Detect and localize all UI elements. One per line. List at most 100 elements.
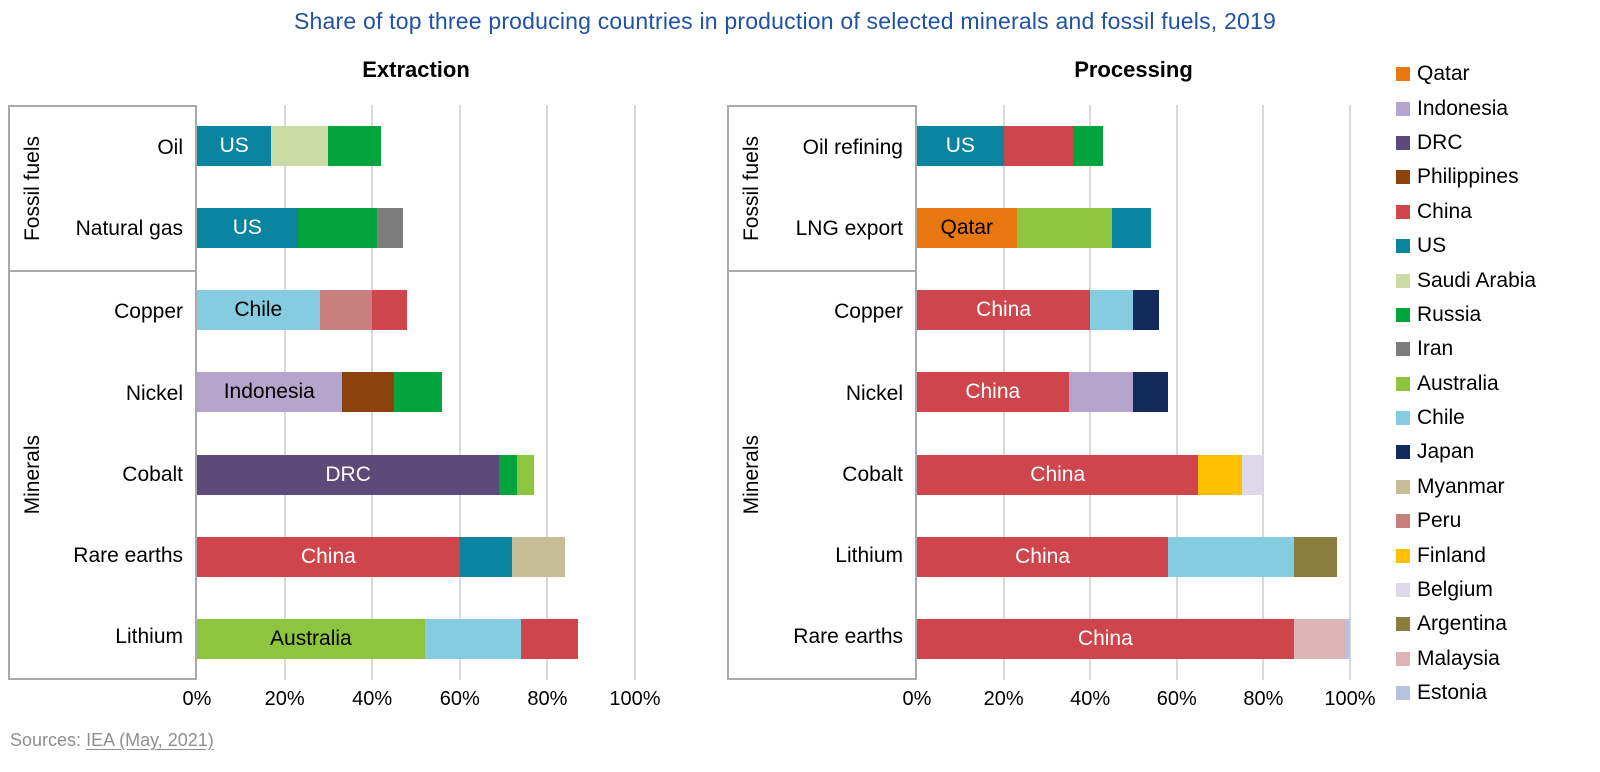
- processing-bars-area: US Qatar China China China China China: [917, 105, 1351, 680]
- axis-tick-label: 100%: [609, 688, 661, 710]
- bar-row: US: [197, 105, 635, 187]
- stacked-bar: China: [917, 290, 1350, 331]
- legend-swatch: [1396, 170, 1410, 185]
- group-label-wrap: Fossil fuels: [10, 107, 56, 270]
- legend-label: Belgium: [1417, 578, 1493, 602]
- bar-segment-australia: [1016, 208, 1112, 249]
- row-label: Oil: [157, 135, 183, 159]
- stacked-bar: Australia: [197, 618, 635, 659]
- row-labels: Copper Nickel Cobalt Rare earths Lithium: [56, 272, 195, 678]
- bar-segment-chile: [1090, 290, 1134, 331]
- legend-item-china: China: [1396, 195, 1536, 229]
- legend-item-qatar: Qatar: [1396, 57, 1536, 91]
- legend-swatch: [1396, 583, 1410, 598]
- bar-segment-china: China: [197, 536, 460, 577]
- legend-label: China: [1417, 199, 1472, 223]
- bar-row: China: [917, 269, 1350, 351]
- legend-item-peru: Peru: [1396, 504, 1536, 538]
- axis-tick-label: 40%: [352, 688, 393, 710]
- bar-segment-chile: [424, 618, 522, 659]
- legend-swatch: [1396, 651, 1410, 666]
- stacked-bar: China: [917, 454, 1350, 495]
- bar-segment-china: [372, 290, 408, 331]
- stacked-bar: China: [917, 372, 1350, 413]
- axis-tick-label: 60%: [1156, 688, 1197, 710]
- row-label: Rare earths: [793, 625, 903, 649]
- legend-item-finland: Finland: [1396, 538, 1536, 572]
- stacked-bar: China: [917, 536, 1350, 577]
- legend-swatch: [1396, 135, 1410, 150]
- bar-segment-belgium: [1241, 454, 1264, 495]
- bar-segment-china: China: [917, 372, 1069, 413]
- legend-label: Saudi Arabia: [1417, 268, 1537, 292]
- legend-swatch: [1396, 239, 1410, 254]
- stacked-bar: DRC: [197, 454, 635, 495]
- bar-segment-australia: [516, 454, 535, 495]
- gridline: [458, 105, 461, 680]
- axis-tick-label: 40%: [1070, 688, 1111, 710]
- bar-row: Qatar: [917, 187, 1350, 269]
- legend-label: Russia: [1417, 302, 1482, 326]
- stacked-bar: US: [197, 208, 635, 249]
- legend-item-philippines: Philippines: [1396, 160, 1536, 194]
- legend-label: Indonesia: [1417, 96, 1509, 120]
- processing-category-labels: Fossil fuels Oil refining LNG export Minera…: [727, 105, 917, 680]
- processing-plot: Fossil fuels Oil refining LNG export Minera…: [727, 105, 1351, 680]
- extraction-plot: Fossil fuels Oil Natural gas Minerals Copper…: [8, 105, 636, 680]
- row-label: Oil refining: [802, 135, 903, 159]
- group-label: Minerals: [740, 435, 763, 515]
- legend-label: Malaysia: [1417, 646, 1500, 670]
- processing-panel: Processing Fossil fuels Oil refining LNG e…: [727, 57, 1376, 716]
- gridline: [634, 105, 636, 680]
- axis-tick-label: 0%: [902, 688, 932, 710]
- source-link[interactable]: IEA (May, 2021): [86, 730, 214, 750]
- bar-segment-china: [521, 618, 579, 659]
- legend-label: DRC: [1417, 130, 1463, 154]
- stacked-bar: China: [917, 618, 1350, 659]
- legend-item-estonia: Estonia: [1396, 676, 1536, 710]
- row-labels: Copper Nickel Cobalt Lithium Rare earths: [775, 272, 915, 678]
- bar-segment-malaysia: [1293, 618, 1346, 659]
- row-label: Lithium: [115, 625, 183, 649]
- category-group-box: Minerals Copper Nickel Cobalt Lithium Rare ea…: [727, 269, 917, 680]
- axis-tick-label: 0%: [182, 688, 212, 710]
- row-label: Nickel: [845, 381, 903, 405]
- legend-label: Argentina: [1417, 612, 1507, 636]
- group-label-wrap: Minerals: [10, 272, 56, 678]
- legend-swatch: [1396, 67, 1410, 82]
- bar-segment-chile: [1168, 536, 1294, 577]
- bar-row: China: [917, 351, 1350, 433]
- legend-item-iran: Iran: [1396, 332, 1536, 366]
- legend-swatch: [1396, 342, 1410, 357]
- bar-rows: US US Chile Indonesia DRC China Australia: [197, 105, 635, 680]
- row-label: Copper: [834, 300, 903, 324]
- legend-item-russia: Russia: [1396, 298, 1536, 332]
- bar-segment-china: China: [917, 536, 1169, 577]
- legend-swatch: [1396, 548, 1410, 563]
- axis-tick-label: 80%: [1243, 688, 1284, 710]
- row-label: Natural gas: [75, 216, 183, 240]
- row-labels: Oil refining LNG export: [775, 107, 915, 270]
- legend-swatch: [1396, 273, 1410, 288]
- extraction-heading: Extraction: [362, 57, 470, 82]
- bar-segment-us: [459, 536, 513, 577]
- bar-segment-china: [1003, 126, 1073, 167]
- legend: Qatar Indonesia DRC Philippines China US Saudi…: [1396, 57, 1536, 710]
- legend-swatch: [1396, 514, 1410, 529]
- gridline: [546, 105, 549, 680]
- bar-row: DRC: [197, 434, 635, 516]
- legend-label: Myanmar: [1417, 474, 1505, 498]
- bar-row: Indonesia: [197, 351, 635, 433]
- legend-item-us: US: [1396, 229, 1536, 263]
- legend-swatch: [1396, 204, 1410, 219]
- bar-row: Australia: [197, 598, 635, 680]
- bar-segment-china: China: [917, 618, 1294, 659]
- legend-item-belgium: Belgium: [1396, 573, 1536, 607]
- bar-segment-saudi-arabia: [271, 126, 329, 167]
- axis-tick-label: 80%: [527, 688, 568, 710]
- bar-segment-russia: [1072, 126, 1104, 167]
- bar-segment-qatar: Qatar: [917, 208, 1017, 249]
- row-label: Cobalt: [842, 462, 903, 486]
- axis-tick-label: 20%: [264, 688, 305, 710]
- gridline: [1175, 105, 1178, 680]
